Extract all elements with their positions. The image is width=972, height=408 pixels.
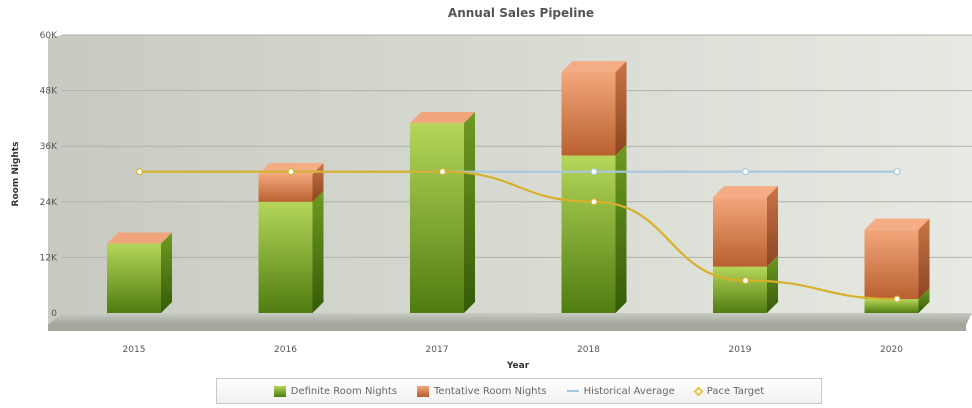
bar-definite-front <box>713 266 767 313</box>
x-tick-label: 2019 <box>729 345 752 355</box>
y-tick-label: 48K <box>40 87 58 97</box>
bar-tentative-side <box>615 61 627 156</box>
x-tick-label: 2015 <box>123 345 146 355</box>
line-marker-icon <box>566 390 579 392</box>
bar-tentative[interactable] <box>713 186 778 267</box>
bar-definite-top <box>410 112 475 124</box>
bar-tentative-top <box>713 186 778 198</box>
pace-target-point[interactable] <box>135 168 144 176</box>
bar-tentative-front <box>713 197 767 267</box>
bar-tentative-front <box>258 174 313 202</box>
x-axis-ticks: 2015 2016 2017 2018 2019 2020 <box>123 345 904 355</box>
legend-label-historical: Historical Average <box>583 385 675 397</box>
grid-lines <box>62 34 972 258</box>
y-tick-label: 60K <box>40 31 58 41</box>
bar-definite-side <box>615 144 627 313</box>
legend: Definite Room Nights Tentative Room Nigh… <box>216 378 822 404</box>
historical-average-point[interactable] <box>893 168 901 176</box>
pace-target-line <box>139 170 898 301</box>
plot-area <box>48 35 972 326</box>
bar-definite-side <box>464 112 475 314</box>
bar-tentative-top <box>561 61 627 73</box>
bar-definite-front <box>864 299 919 313</box>
x-axis-label: Year <box>506 361 530 371</box>
lines <box>135 168 901 303</box>
bar-definite-front <box>107 243 161 313</box>
historical-average-point[interactable] <box>590 168 598 176</box>
chart-floor <box>48 313 972 325</box>
x-tick-label: 2018 <box>577 345 600 355</box>
bar-definite[interactable] <box>410 112 475 314</box>
x-tick-label: 2020 <box>880 345 903 355</box>
bar-tentative-front <box>561 72 616 156</box>
bar-definite-front <box>258 201 313 313</box>
bar-chart-icon <box>273 385 286 397</box>
y-tick-label: 12K <box>40 253 58 263</box>
pace-target-point[interactable] <box>741 276 750 285</box>
legend-item-pace[interactable]: Pace Target <box>693 385 765 397</box>
diamond-marker-icon <box>693 386 704 396</box>
bar-definite-front <box>561 155 616 313</box>
legend-item-tentative[interactable]: Tentative Room Nights <box>417 385 547 397</box>
x-tick-label: 2016 <box>274 345 297 355</box>
bar-definite[interactable] <box>864 288 930 313</box>
y-tick-label: 24K <box>40 198 58 208</box>
bar-chart-icon <box>417 385 430 397</box>
bar-tentative-front <box>864 229 919 300</box>
bar-tentative-side <box>918 218 930 300</box>
bar-definite[interactable] <box>258 190 324 313</box>
bar-definite[interactable] <box>107 232 172 314</box>
bar-tentative-top <box>864 218 930 230</box>
y-tick-label: 0 <box>51 309 57 319</box>
legend-label-pace: Pace Target <box>706 385 765 397</box>
y-axis-ticks: 0 12K 24K 36K 48K 60K <box>40 31 58 319</box>
historical-average-point[interactable] <box>741 168 750 176</box>
bar-tentative[interactable] <box>561 61 627 156</box>
pace-target-point[interactable] <box>590 198 598 206</box>
bar-definite-side <box>767 255 778 313</box>
bar-definite-side <box>918 288 930 313</box>
chart-title: Annual Sales Pipeline <box>448 6 594 20</box>
bar-definite-top <box>107 232 172 244</box>
bar-definite[interactable] <box>561 144 627 313</box>
chart-floor-edge <box>48 325 966 331</box>
bar-definite-side <box>161 232 172 313</box>
bar-definite-side <box>312 190 324 313</box>
legend-label-tentative: Tentative Room Nights <box>434 385 547 397</box>
pace-target-point[interactable] <box>438 168 447 176</box>
pace-target-point[interactable] <box>287 168 295 176</box>
bar-tentative[interactable] <box>864 218 930 300</box>
pace-target-point[interactable] <box>893 295 901 303</box>
legend-item-definite[interactable]: Definite Room Nights <box>273 385 398 397</box>
x-tick-label: 2017 <box>426 345 449 355</box>
bar-definite[interactable] <box>713 255 778 313</box>
legend-item-historical[interactable]: Historical Average <box>566 385 675 397</box>
bar-definite-front <box>410 123 464 314</box>
bar-tentative-side <box>767 186 778 267</box>
y-axis-label: Room Nights <box>11 142 21 207</box>
y-tick-label: 36K <box>40 142 58 152</box>
legend-label-definite: Definite Room Nights <box>290 385 398 397</box>
